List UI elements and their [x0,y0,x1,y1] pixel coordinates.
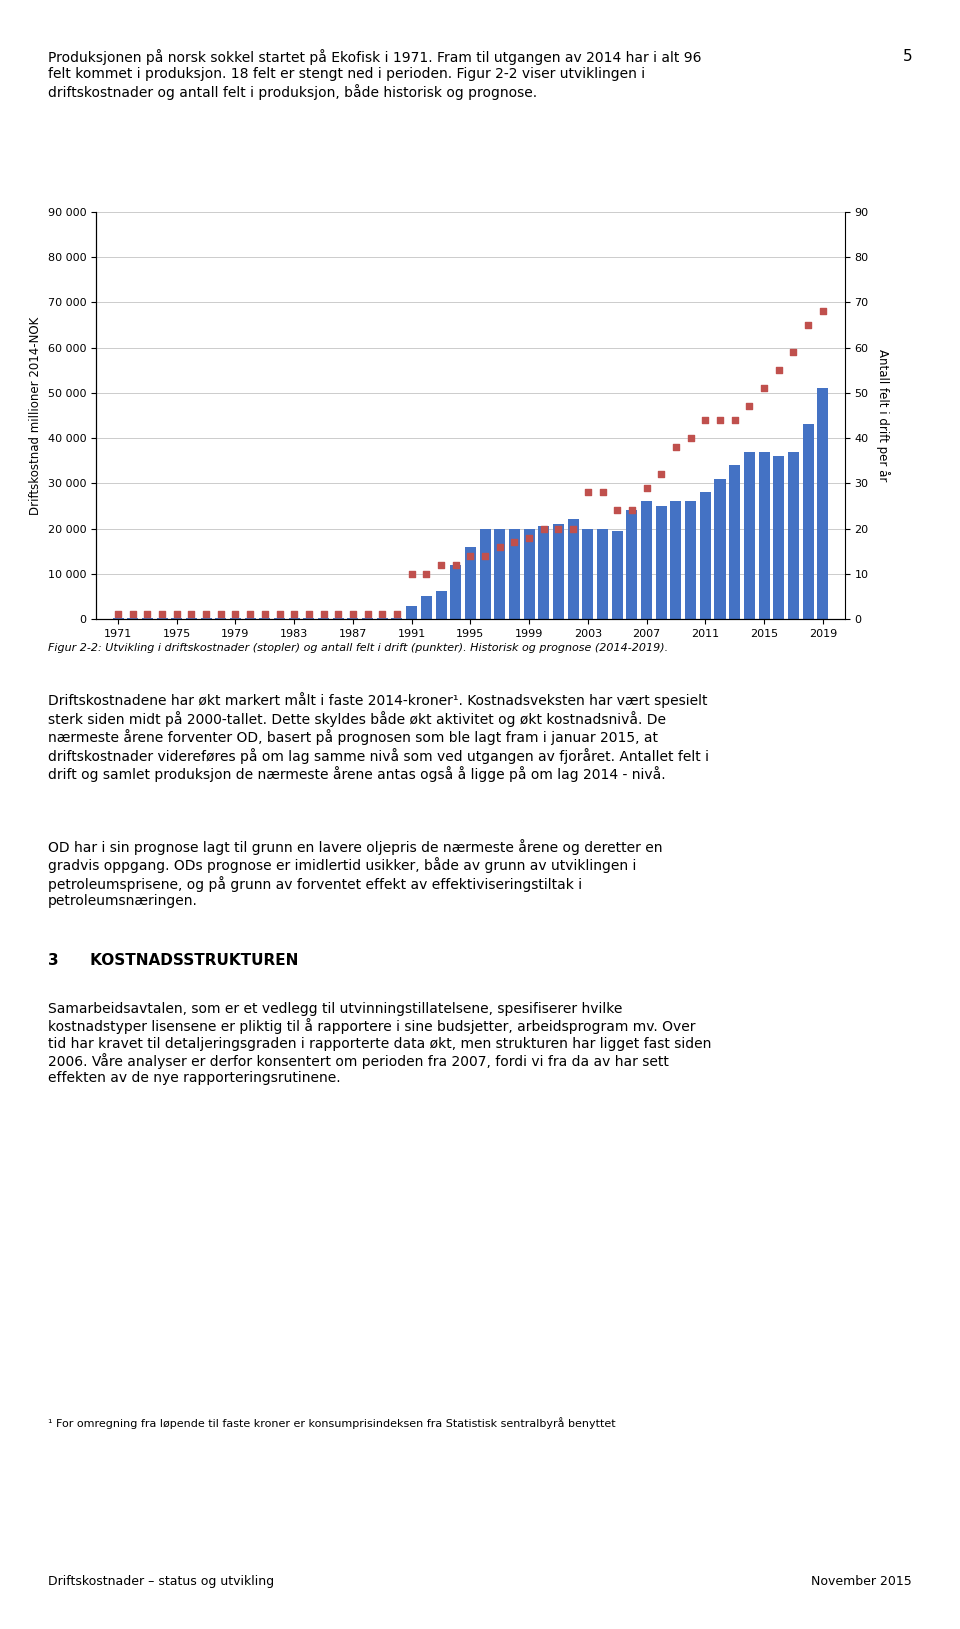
Point [140,601,156,627]
Bar [788,451,799,619]
Point [257,601,273,627]
Point [565,515,581,541]
Bar [656,507,667,619]
Text: OD har i sin prognose lagt til grunn en lavere oljepris de nærmeste årene og der: OD har i sin prognose lagt til grunn en … [48,839,662,909]
Point [536,515,551,541]
Y-axis label: Antall felt i drift per år: Antall felt i drift per år [876,349,890,482]
Point [610,497,625,523]
Point [155,601,170,627]
Point [492,534,508,560]
Bar [523,528,535,619]
Point [742,393,757,419]
Point [360,601,375,627]
Bar [465,547,476,619]
Y-axis label: Driftskostnad millioner 2014-NOK: Driftskostnad millioner 2014-NOK [29,316,42,515]
Point [654,461,669,487]
Bar [685,502,696,619]
Point [199,601,214,627]
Point [213,601,228,627]
Point [463,542,478,569]
Point [727,407,742,433]
Point [624,497,639,523]
Bar [803,425,814,619]
Point [433,552,448,578]
Point [477,542,492,569]
Point [330,601,346,627]
Text: 3      KOSTNADSSTRUKTUREN: 3 KOSTNADSSTRUKTUREN [48,953,299,968]
Bar [670,502,682,619]
Point [110,601,126,627]
Point [183,601,199,627]
Point [521,525,537,551]
Bar [817,388,828,619]
Point [639,474,655,500]
Bar [406,606,418,619]
Point [698,407,713,433]
Text: November 2015: November 2015 [811,1575,912,1588]
Bar [509,528,520,619]
Bar [480,528,491,619]
Point [301,601,317,627]
Bar [539,526,549,619]
Bar [583,528,593,619]
Point [801,311,816,337]
Point [756,375,772,401]
Bar [714,479,726,619]
Point [595,479,611,505]
Text: 5: 5 [902,49,912,64]
Point [390,601,405,627]
Bar [641,502,652,619]
Text: Figur 2-2: Utvikling i driftskostnader (stopler) og antall felt i drift (punkter: Figur 2-2: Utvikling i driftskostnader (… [48,643,668,653]
Bar [626,510,637,619]
Text: Driftskostnadene har økt markert målt i faste 2014-kroner¹. Kostnadsveksten har : Driftskostnadene har økt markert målt i … [48,692,709,782]
Text: Samarbeidsavtalen, som er et vedlegg til utvinningstillatelsene, spesifiserer hv: Samarbeidsavtalen, som er et vedlegg til… [48,1002,711,1085]
Point [683,425,698,451]
Point [580,479,595,505]
Bar [612,531,623,619]
Point [815,298,830,324]
Bar [436,591,446,619]
Point [243,601,258,627]
Point [125,601,140,627]
Point [404,560,420,586]
Bar [744,451,755,619]
Text: Driftskostnader – status og utvikling: Driftskostnader – status og utvikling [48,1575,275,1588]
Bar [494,528,505,619]
Point [316,601,331,627]
Bar [700,492,710,619]
Point [507,529,522,555]
Point [785,339,801,365]
Point [272,601,287,627]
Point [286,601,301,627]
Text: Produksjonen på norsk sokkel startet på Ekofisk i 1971. Fram til utgangen av 201: Produksjonen på norsk sokkel startet på … [48,49,702,99]
Bar [567,520,579,619]
Bar [450,565,461,619]
Text: ¹ For omregning fra løpende til faste kroner er konsumprisindeksen fra Statistis: ¹ For omregning fra løpende til faste kr… [48,1417,615,1429]
Point [668,433,684,459]
Bar [420,596,432,619]
Point [346,601,361,627]
Bar [773,456,784,619]
Bar [597,528,608,619]
Point [419,560,434,586]
Point [228,601,243,627]
Point [712,407,728,433]
Point [374,601,390,627]
Point [169,601,184,627]
Bar [730,466,740,619]
Bar [758,451,770,619]
Point [551,515,566,541]
Bar [553,525,564,619]
Point [448,552,464,578]
Point [771,357,786,383]
